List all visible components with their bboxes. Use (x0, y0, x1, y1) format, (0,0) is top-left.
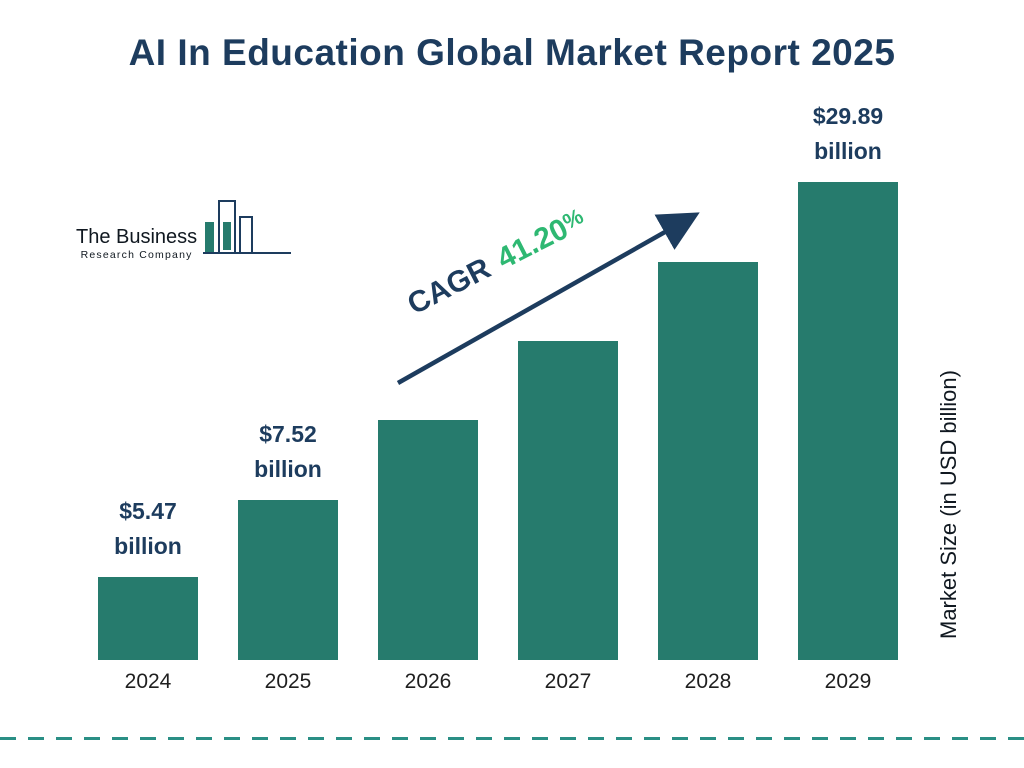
bar-value-label: $5.47 billion (114, 497, 182, 560)
bar-chart: $5.47 billion 2024 $7.52 billion 2025 2026 2027… (98, 99, 898, 696)
x-tick-label: 2024 (124, 670, 172, 693)
bar-2027 (518, 341, 618, 660)
bar-group-2028: 2028 (658, 250, 758, 696)
bar-2029 (798, 182, 898, 660)
bar-2026 (378, 420, 478, 660)
x-tick-label: 2025 (264, 670, 312, 693)
y-axis-label: Market Size (in USD billion) (936, 370, 961, 640)
bar-group-2029: $29.89 billion 2029 (798, 99, 898, 696)
bar-group-2025: $7.52 billion 2025 (238, 417, 338, 696)
x-tick-label: 2027 (544, 670, 592, 693)
bar-value-label: $29.89 billion (812, 102, 884, 165)
bar-2025 (238, 500, 338, 660)
bar-value-label: $7.52 billion (254, 420, 322, 483)
x-tick-label: 2029 (824, 670, 872, 693)
bar-group-2024: $5.47 billion 2024 (98, 494, 198, 696)
bar-2028 (658, 262, 758, 660)
page-title: AI In Education Global Market Report 202… (128, 32, 896, 73)
company-logo: The Business Research Company (76, 198, 293, 263)
logo-name: The Business (76, 226, 198, 248)
bar-2024 (98, 577, 198, 660)
x-tick-label: 2028 (684, 670, 732, 693)
x-tick-label: 2026 (404, 670, 452, 693)
bar-chart-logo-icon (203, 198, 293, 263)
bottom-dashed-divider (0, 737, 1024, 740)
logo-subname: Research Company (80, 249, 193, 261)
logo-text: The Business Research Company (76, 226, 197, 263)
bar-group-2027: 2027 (518, 329, 618, 696)
bar-group-2026: 2026 (378, 408, 478, 696)
